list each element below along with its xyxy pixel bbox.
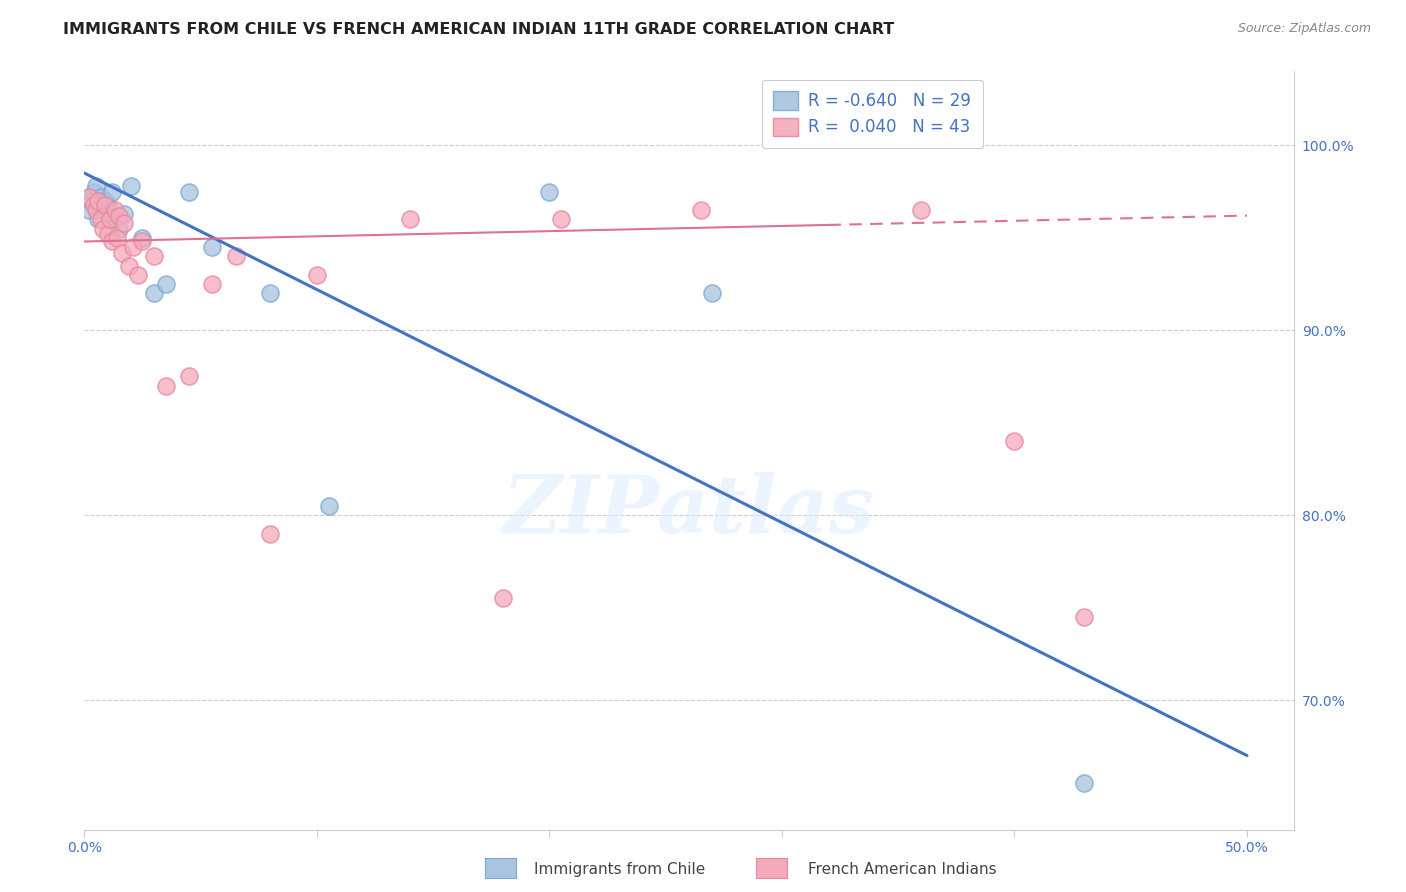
Point <box>84 179 107 194</box>
Text: French American Indians: French American Indians <box>808 863 997 877</box>
Text: ZIPatlas: ZIPatlas <box>503 473 875 549</box>
Point <box>94 194 117 208</box>
Point <box>1004 434 1026 449</box>
Point <box>94 197 117 211</box>
Point <box>225 249 247 263</box>
Point <box>318 499 340 513</box>
Point <box>702 286 724 301</box>
Point <box>83 197 105 211</box>
Point <box>305 268 328 282</box>
Point <box>177 369 200 384</box>
Point <box>91 221 114 235</box>
Point <box>201 277 224 291</box>
Point <box>90 212 112 227</box>
Point <box>108 221 131 235</box>
Point <box>101 185 124 199</box>
Point <box>77 202 100 217</box>
Point <box>259 526 281 541</box>
Point <box>131 231 153 245</box>
Point <box>110 245 132 260</box>
Point <box>87 194 110 208</box>
Point <box>201 240 224 254</box>
Point <box>155 378 177 392</box>
Point <box>177 185 200 199</box>
Text: Source: ZipAtlas.com: Source: ZipAtlas.com <box>1237 22 1371 36</box>
Point <box>112 216 135 230</box>
Point <box>550 212 572 227</box>
Point <box>84 202 107 217</box>
Point <box>155 277 177 291</box>
Point <box>143 249 166 263</box>
Point <box>143 286 166 301</box>
Point <box>689 202 711 217</box>
Point <box>122 240 145 254</box>
Point <box>1073 610 1095 624</box>
Point <box>91 202 114 217</box>
Point <box>105 231 128 245</box>
Point <box>492 591 515 606</box>
Point <box>83 185 105 199</box>
Point <box>98 212 121 227</box>
Point <box>399 212 422 227</box>
Point <box>90 190 112 204</box>
Point <box>108 209 131 223</box>
Point <box>87 212 110 227</box>
Point <box>120 179 142 194</box>
Point <box>77 190 100 204</box>
Point <box>131 235 153 249</box>
Point <box>117 259 139 273</box>
Point <box>101 235 124 249</box>
Point <box>104 212 127 227</box>
Point <box>910 202 932 217</box>
Text: Immigrants from Chile: Immigrants from Chile <box>534 863 706 877</box>
Point <box>97 227 120 241</box>
Point <box>104 202 127 217</box>
Point <box>538 185 561 199</box>
Point <box>127 268 149 282</box>
Point <box>80 194 103 208</box>
Point <box>112 207 135 221</box>
Legend: R = -0.640   N = 29, R =  0.040   N = 43: R = -0.640 N = 29, R = 0.040 N = 43 <box>762 79 983 148</box>
Text: IMMIGRANTS FROM CHILE VS FRENCH AMERICAN INDIAN 11TH GRADE CORRELATION CHART: IMMIGRANTS FROM CHILE VS FRENCH AMERICAN… <box>63 22 894 37</box>
Point <box>1073 776 1095 790</box>
Point <box>259 286 281 301</box>
Point <box>98 209 121 223</box>
Point <box>97 197 120 211</box>
